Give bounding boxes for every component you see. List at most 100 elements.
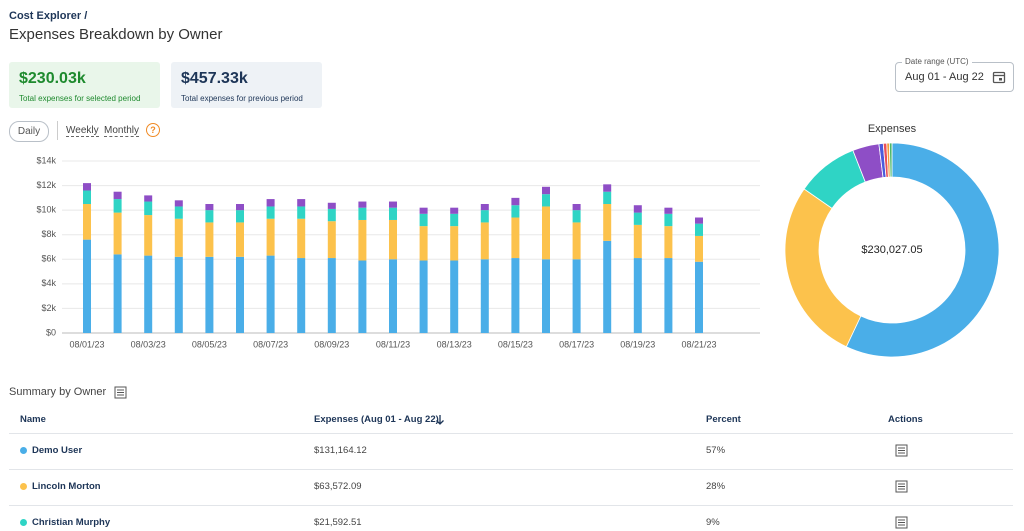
x-tick-label: 08/09/23 <box>314 339 349 349</box>
toggle-weekly[interactable]: Weekly <box>66 125 99 137</box>
row-divider <box>9 433 1013 434</box>
bar-segment <box>297 206 306 219</box>
column-header: Percent <box>706 414 741 425</box>
date-range-picker[interactable]: Date range (UTC) Aug 01 - Aug 22 <box>895 57 1014 92</box>
sort-icon[interactable] <box>435 414 445 426</box>
column-header: Name <box>20 414 46 425</box>
bar-segment <box>174 218 183 257</box>
breadcrumb-link[interactable]: Cost Explorer <box>9 10 82 22</box>
x-tick-label: 08/19/23 <box>620 339 655 349</box>
expenses-cell: $21,592.51 <box>314 517 362 528</box>
donut-segment <box>784 188 862 348</box>
bar-segment <box>511 258 520 333</box>
bar-segment <box>633 258 642 333</box>
x-tick-label: 08/21/23 <box>681 339 716 349</box>
bar-segment <box>695 217 703 224</box>
bar-segment <box>572 210 581 223</box>
bar-segment <box>633 212 642 225</box>
y-tick-label: $4k <box>41 278 56 288</box>
bar-segment <box>113 191 122 200</box>
center-label: $230,027.05 <box>861 244 922 256</box>
card-value: $457.33k <box>181 70 248 87</box>
bar-segment <box>297 218 306 259</box>
section-title: Summary by Owner <box>9 386 107 398</box>
help-icon[interactable]: ? <box>146 123 160 137</box>
bar-segment <box>389 219 397 260</box>
bar-segment <box>511 217 520 259</box>
percent-cell: 9% <box>706 517 720 528</box>
owner-name[interactable]: Lincoln Morton <box>32 481 101 492</box>
bar-segment <box>297 258 306 333</box>
column-header: Actions <box>888 414 923 425</box>
card-caption: Total expenses for selected period <box>19 94 141 103</box>
bar-segment <box>327 221 336 259</box>
bar-segment <box>174 256 183 333</box>
owner-dot <box>20 447 27 454</box>
bar-segment <box>327 258 336 333</box>
donut-segment <box>845 142 1000 358</box>
y-tick-label: $14k <box>36 155 56 165</box>
bar-segment <box>205 204 214 211</box>
chart-title: Expenses <box>868 123 917 135</box>
bar-segment <box>664 258 673 333</box>
x-tick-label: 08/01/23 <box>69 339 104 349</box>
bar-segment <box>389 207 397 220</box>
owner-dot <box>20 519 27 526</box>
bar-chart: $0 $2k $4k $6k $8k $10k $12k $14k 08/01/23 08/03/… <box>36 155 760 349</box>
percent-cell: 57% <box>706 445 726 456</box>
bar-segment <box>695 223 703 236</box>
toggle-monthly[interactable]: Monthly <box>104 125 140 137</box>
bar-segment <box>236 256 244 333</box>
bar-segment <box>266 218 275 256</box>
y-tick-label: $0 <box>46 327 56 337</box>
y-tick-label: $2k <box>41 303 56 313</box>
bar-segment <box>603 191 612 204</box>
bar-segment <box>450 226 459 261</box>
bar-segment <box>572 204 581 211</box>
bar-segment <box>664 207 673 214</box>
bar-segment <box>83 183 91 191</box>
summary-card: $457.33k Total expenses for previous peri… <box>171 62 322 108</box>
bar-segment <box>450 207 459 214</box>
x-tick-label: 08/15/23 <box>498 339 533 349</box>
owner-name[interactable]: Demo User <box>32 445 83 456</box>
breadcrumb[interactable]: Cost Explorer / <box>9 10 87 22</box>
bar-segment <box>419 260 428 333</box>
bar-segment <box>236 210 244 223</box>
bar-segment <box>83 190 91 204</box>
bar-segment <box>542 206 550 260</box>
details-button[interactable] <box>895 444 908 457</box>
table-icon[interactable] <box>114 386 127 399</box>
details-button[interactable] <box>895 480 908 493</box>
bar-segment <box>633 205 642 213</box>
page-title: Expenses Breakdown by Owner <box>9 26 223 43</box>
x-tick-label: 08/03/23 <box>131 339 166 349</box>
bar-segment <box>664 226 673 259</box>
details-button[interactable] <box>895 516 908 529</box>
row-divider <box>9 505 1013 506</box>
bar-segment <box>542 186 550 195</box>
bar-segment <box>144 255 153 333</box>
x-tick-label: 08/13/23 <box>437 339 472 349</box>
bar-segment <box>419 213 428 227</box>
bar-segment <box>113 199 122 213</box>
bar-segment <box>266 255 275 333</box>
bar-segment <box>83 204 91 240</box>
owner-dot <box>20 483 27 490</box>
summary-card: $230.03k Total expenses for selected peri… <box>9 62 160 108</box>
toggle-daily[interactable]: Daily <box>9 121 49 142</box>
bar-segment <box>633 224 642 259</box>
x-tick-label: 08/05/23 <box>192 339 227 349</box>
bar-segment <box>480 259 489 333</box>
column-header[interactable]: Expenses (Aug 01 - Aug 22) <box>314 414 439 425</box>
bar-segment <box>205 256 214 333</box>
bar-segment <box>144 201 153 216</box>
bar-segment <box>236 204 244 211</box>
bar-segment <box>480 204 489 211</box>
bar-segment <box>389 201 397 208</box>
bar-segment <box>389 259 397 333</box>
owner-name[interactable]: Christian Murphy <box>32 517 111 528</box>
y-tick-label: $8k <box>41 229 56 239</box>
bar-segment <box>419 226 428 261</box>
bar-segment <box>205 222 214 257</box>
